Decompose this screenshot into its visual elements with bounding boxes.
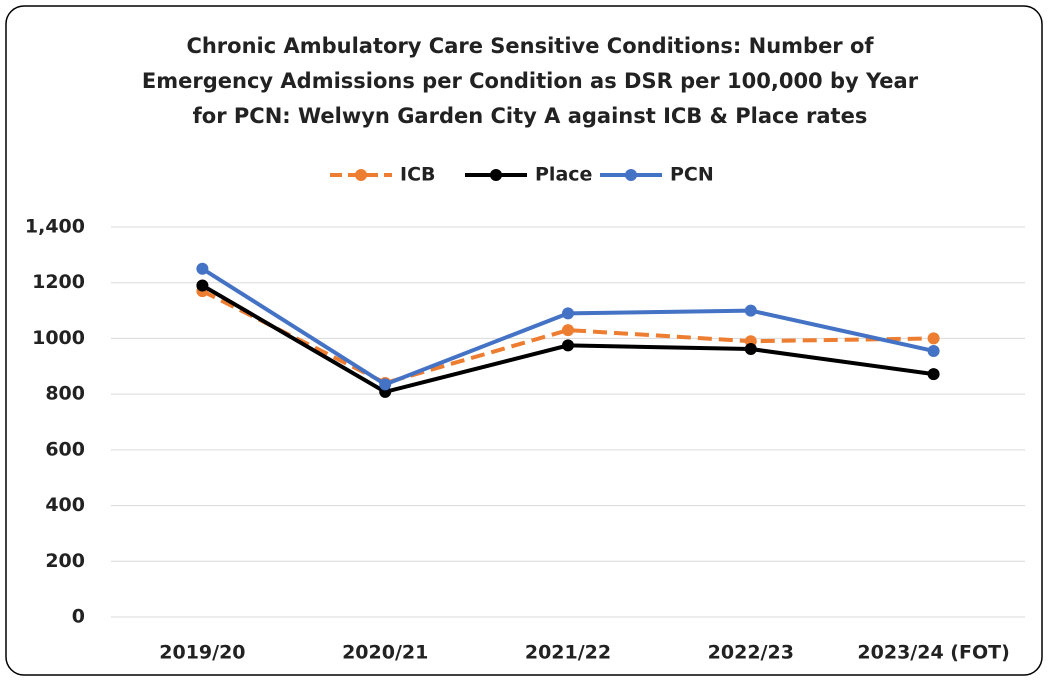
data-point [744,304,757,317]
chart-title: Chronic Ambulatory Care Sensitive Condit… [186,34,874,58]
x-tick-label: 2022/23 [708,642,794,664]
y-tick-label: 0 [72,606,85,628]
data-point [927,332,940,345]
legend-marker [490,169,502,181]
x-tick-label: 2021/22 [525,642,611,664]
chart-title: Emergency Admissions per Condition as DS… [142,69,919,93]
y-tick-label: 400 [45,494,85,516]
series-line [201,289,934,386]
legend-label: PCN [670,164,714,186]
y-tick-label: 600 [45,438,85,460]
legend-label: Place [535,164,592,186]
x-tick-label: 2019/20 [159,642,245,664]
data-point [927,368,940,381]
data-point [562,307,574,320]
x-tick-label: 2023/24 (FOT) [857,642,1009,664]
x-tick-label: 2020/21 [342,642,428,664]
y-tick-label: 200 [45,550,85,572]
legend-label: ICB [400,164,436,186]
data-point [562,339,574,352]
legend-marker [355,169,367,181]
y-tick-label: 1,400 [25,216,85,238]
data-point [744,343,757,356]
data-point [196,279,209,292]
chart-title: for PCN: Welwyn Garden City A against IC… [193,104,868,128]
chart-border [5,5,1043,676]
y-tick-label: 1200 [32,271,85,293]
data-point [927,344,940,357]
legend-marker [625,169,637,181]
data-point [196,262,209,275]
data-point [379,378,392,391]
y-tick-label: 1000 [32,327,85,349]
y-tick-label: 800 [45,383,85,405]
data-point [562,324,574,337]
